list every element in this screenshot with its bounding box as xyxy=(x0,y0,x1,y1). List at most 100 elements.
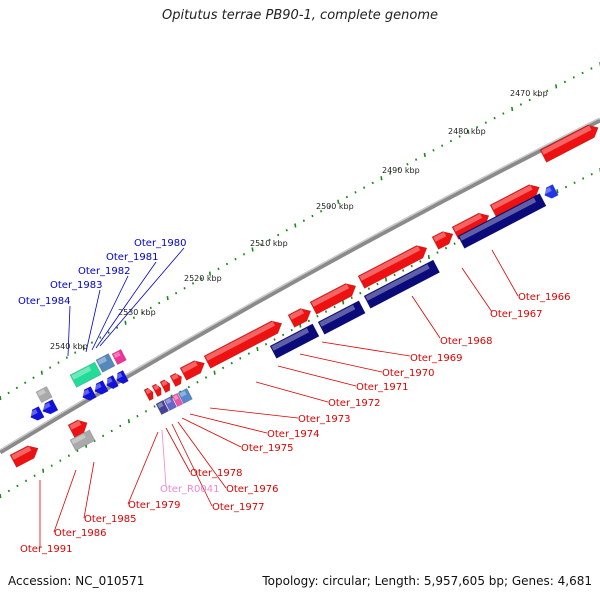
scale-label: 2470 kbp xyxy=(510,89,548,98)
gene-gloss xyxy=(105,377,113,385)
gene-label[interactable]: Oter_1976 xyxy=(226,484,279,495)
gene-reverse xyxy=(543,184,559,199)
scale-tick xyxy=(102,434,105,438)
genome-summary: Topology: circular; Length: 5,957,605 bp… xyxy=(262,574,592,588)
scale-tick xyxy=(50,464,53,467)
gene-label[interactable]: Oter_1983 xyxy=(50,280,103,291)
gene-shape xyxy=(9,445,39,468)
gene-shape xyxy=(116,370,129,385)
scale-tick xyxy=(247,352,250,355)
gene-other xyxy=(35,386,53,403)
scale-tick xyxy=(42,468,45,473)
scale-tick xyxy=(230,361,233,365)
leader-line xyxy=(53,469,77,533)
scale-tick xyxy=(107,331,110,334)
gene-label[interactable]: Oter_R0041 xyxy=(160,484,219,495)
scale-tick xyxy=(141,311,144,315)
scale-tick xyxy=(124,320,127,325)
gene-gloss xyxy=(153,384,160,391)
gene-label[interactable]: Oter_1977 xyxy=(212,502,265,513)
scale-tick xyxy=(239,357,242,360)
scale-tick xyxy=(282,333,285,337)
gene-forward xyxy=(143,387,154,401)
scale-tick xyxy=(144,410,148,413)
gene-shape xyxy=(35,386,53,403)
gene-gloss xyxy=(319,304,356,327)
gene-shape xyxy=(179,360,205,381)
scale-tick xyxy=(302,219,305,222)
gene-shape xyxy=(95,353,116,373)
gene-shape xyxy=(309,283,357,315)
scale-tick xyxy=(24,479,28,483)
gene-shape xyxy=(363,259,440,309)
scale-tick xyxy=(153,405,156,408)
gene-shape xyxy=(169,372,182,387)
gene-reverse xyxy=(115,370,129,385)
gene-forward xyxy=(179,360,205,381)
gene-label[interactable]: Oter_1980 xyxy=(134,238,187,249)
leader-line xyxy=(189,413,268,434)
gene-gloss xyxy=(41,402,51,411)
scale-label: 2540 kbp xyxy=(50,342,88,351)
scale-tick xyxy=(582,177,585,180)
backbone-highlight xyxy=(0,117,600,451)
leader-line xyxy=(95,261,157,349)
scale-tick xyxy=(449,139,452,143)
leader-line xyxy=(181,417,242,448)
gene-shape xyxy=(155,399,169,415)
scale-tick xyxy=(76,449,79,452)
scale-tick xyxy=(467,129,470,134)
gene-gloss xyxy=(205,321,276,361)
leader-line xyxy=(161,429,167,487)
scale-tick xyxy=(260,243,263,246)
gene-other xyxy=(69,361,102,388)
gene-label[interactable]: Oter_1971 xyxy=(356,382,409,393)
scale-tick xyxy=(458,135,461,138)
gene-label[interactable]: Oter_1985 xyxy=(84,514,137,525)
gene-label[interactable]: Oter_1991 xyxy=(20,544,73,555)
scale-label: 2490 kbp xyxy=(382,166,420,175)
gene-label[interactable]: Oter_1974 xyxy=(267,429,320,440)
gene-label[interactable]: Oter_1986 xyxy=(54,528,107,539)
gene-forward xyxy=(9,445,39,468)
scale-tick xyxy=(277,233,280,237)
gene-label[interactable]: Oter_1979 xyxy=(128,500,181,511)
gene-forward xyxy=(357,245,428,289)
gene-label[interactable]: Oter_1970 xyxy=(382,368,435,379)
gene-label[interactable]: Oter_1973 xyxy=(298,414,351,425)
gene-shape xyxy=(451,212,490,240)
scale-tick xyxy=(285,229,288,232)
gene-label[interactable]: Oter_1981 xyxy=(106,252,159,263)
scale-tick xyxy=(333,305,336,309)
scale-tick xyxy=(528,98,531,102)
gene-reverse xyxy=(41,399,59,415)
gene-label[interactable]: Oter_1975 xyxy=(241,443,294,454)
gene-shape xyxy=(67,419,88,438)
gene-shape xyxy=(177,388,193,404)
gene-label[interactable]: Oter_1984 xyxy=(18,296,71,307)
gene-label[interactable]: Oter_1966 xyxy=(518,292,571,303)
scale-tick xyxy=(90,341,94,344)
gene-label[interactable]: Oter_1968 xyxy=(440,336,493,347)
label-leader-lines xyxy=(39,247,519,548)
gene-label[interactable]: Oter_1967 xyxy=(490,309,543,320)
gene-gloss xyxy=(179,390,187,398)
leader-line xyxy=(83,461,95,519)
gene-label[interactable]: Oter_1978 xyxy=(190,468,243,479)
scale-tick xyxy=(376,282,379,286)
scale-labels: 2470 kbp 2480 kbp 2490 kbp 2500 kbp 2510… xyxy=(50,89,548,351)
scale-tick xyxy=(234,257,237,261)
scale-tick xyxy=(573,181,576,184)
scale-tick xyxy=(32,376,35,379)
gene-label[interactable]: Oter_1969 xyxy=(410,353,463,364)
scale-tick xyxy=(290,328,293,332)
gene-shape xyxy=(69,361,102,388)
gene-gloss xyxy=(71,366,92,380)
leader-line xyxy=(321,341,411,357)
gene-shape xyxy=(431,231,454,250)
scale-label: 2480 kbp xyxy=(448,127,486,136)
scale-tick xyxy=(410,264,413,268)
scale-tick xyxy=(166,295,169,301)
gene-label[interactable]: Oter_1982 xyxy=(78,266,131,277)
gene-label[interactable]: Oter_1972 xyxy=(328,398,381,409)
